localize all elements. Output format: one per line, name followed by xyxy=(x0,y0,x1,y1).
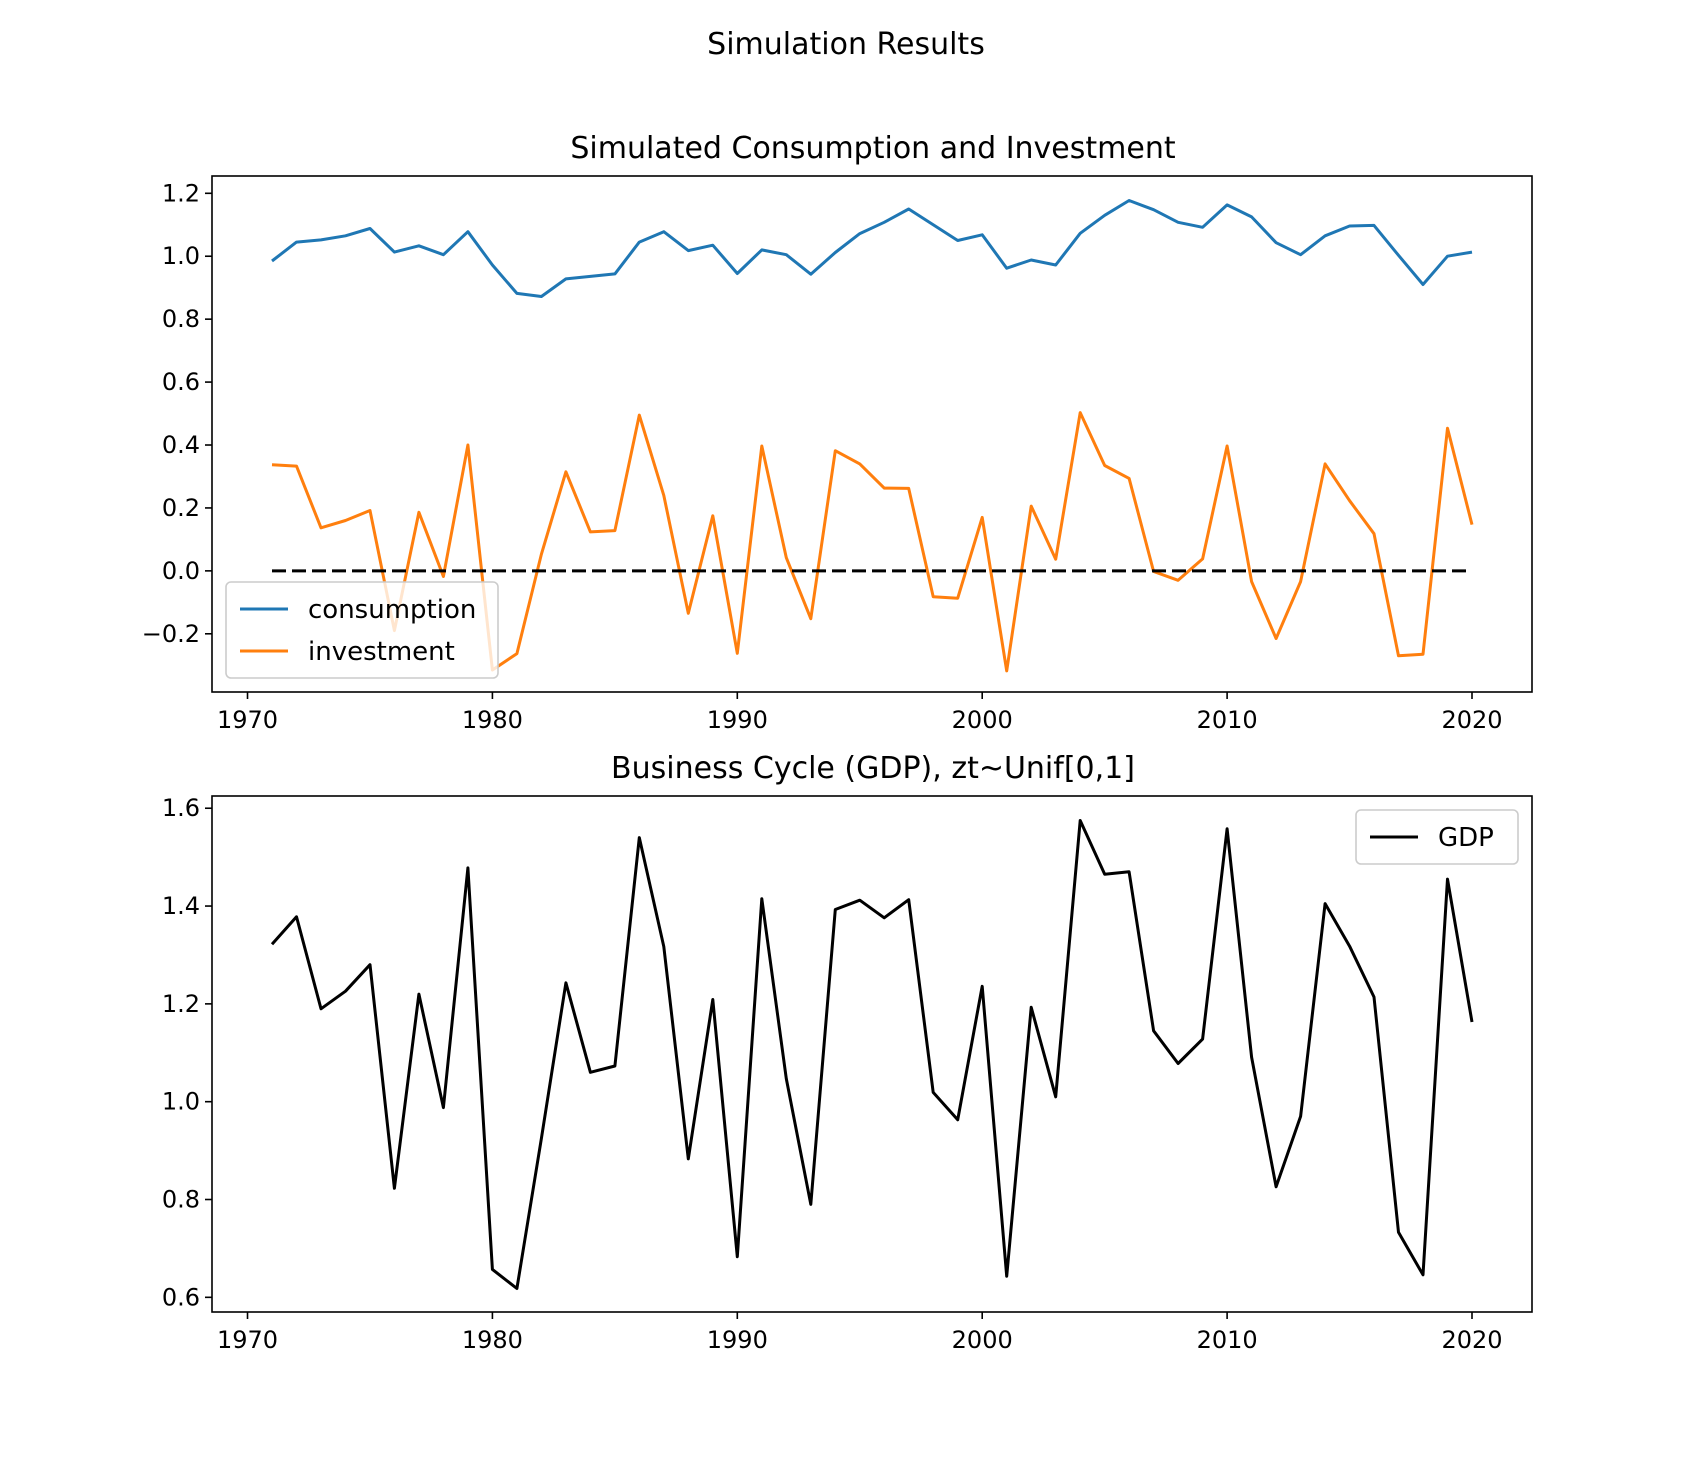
ci-x-tick-label: 1990 xyxy=(707,706,768,734)
ci-y-tick-label: 0.2 xyxy=(162,494,200,522)
gdp-series-group xyxy=(270,819,1474,1290)
ci-legend-box xyxy=(225,581,499,679)
ci-y-tick-label: 0.6 xyxy=(162,368,200,396)
ci-y-tick-label: 1.2 xyxy=(162,179,200,207)
consumption-investment-axes: Simulated Consumption and Investment 197… xyxy=(142,131,1533,734)
ci-y-tick-label: 0.0 xyxy=(162,557,200,585)
ci-x-tick-label: 1970 xyxy=(217,706,278,734)
ci-y-tick-label: 1.0 xyxy=(162,242,200,270)
ci-legend: consumption investment xyxy=(225,581,499,679)
gdp-y-tick-label: 0.6 xyxy=(162,1283,200,1311)
investment-line xyxy=(271,411,1474,673)
business-cycle-axes: Business Cycle (GDP), zt~Unif[0,1] 1970 1… xyxy=(162,751,1533,1354)
gdp-line xyxy=(270,819,1474,1290)
consumption-investment-title: Simulated Consumption and Investment xyxy=(570,131,1175,166)
gdp-x-tick-label: 2010 xyxy=(1197,1326,1258,1354)
gdp-y-tick-label: 1.6 xyxy=(162,794,200,822)
gdp-y-tick-label: 1.4 xyxy=(162,892,200,920)
ci-x-tick-label: 2000 xyxy=(952,706,1013,734)
ci-axes-frame xyxy=(211,175,1533,693)
gdp-x-tick-label: 1980 xyxy=(462,1326,523,1354)
gdp-x-tick-label: 1990 xyxy=(707,1326,768,1354)
ci-y-tick-label: 0.4 xyxy=(162,431,200,459)
gdp-x-tick-label: 2000 xyxy=(952,1326,1013,1354)
ci-x-tick-label: 1980 xyxy=(462,706,523,734)
gdp-legend: GDP xyxy=(1355,809,1519,865)
investment-legend-label: investment xyxy=(308,637,455,667)
ci-series-group xyxy=(271,199,1474,673)
gdp-axes-frame xyxy=(211,795,1533,1313)
ci-x-tick-label: 2010 xyxy=(1197,706,1258,734)
figure-suptitle: Simulation Results xyxy=(707,27,985,62)
ci-x-tick-label: 2020 xyxy=(1441,706,1502,734)
gdp-legend-box xyxy=(1355,809,1519,865)
business-cycle-title: Business Cycle (GDP), zt~Unif[0,1] xyxy=(611,751,1135,786)
consumption-legend-label: consumption xyxy=(308,595,476,625)
gdp-y-tick-label: 0.8 xyxy=(162,1186,200,1214)
gdp-x-tick-label: 2020 xyxy=(1441,1326,1502,1354)
consumption-line xyxy=(271,199,1473,298)
gdp-x-tick-label: 1970 xyxy=(217,1326,278,1354)
gdp-legend-label: GDP xyxy=(1438,823,1494,853)
ci-y-tick-label: −0.2 xyxy=(142,620,200,648)
ci-y-tick-label: 0.8 xyxy=(162,305,200,333)
gdp-y-tick-label: 1.2 xyxy=(162,990,200,1018)
gdp-y-tick-label: 1.0 xyxy=(162,1088,200,1116)
